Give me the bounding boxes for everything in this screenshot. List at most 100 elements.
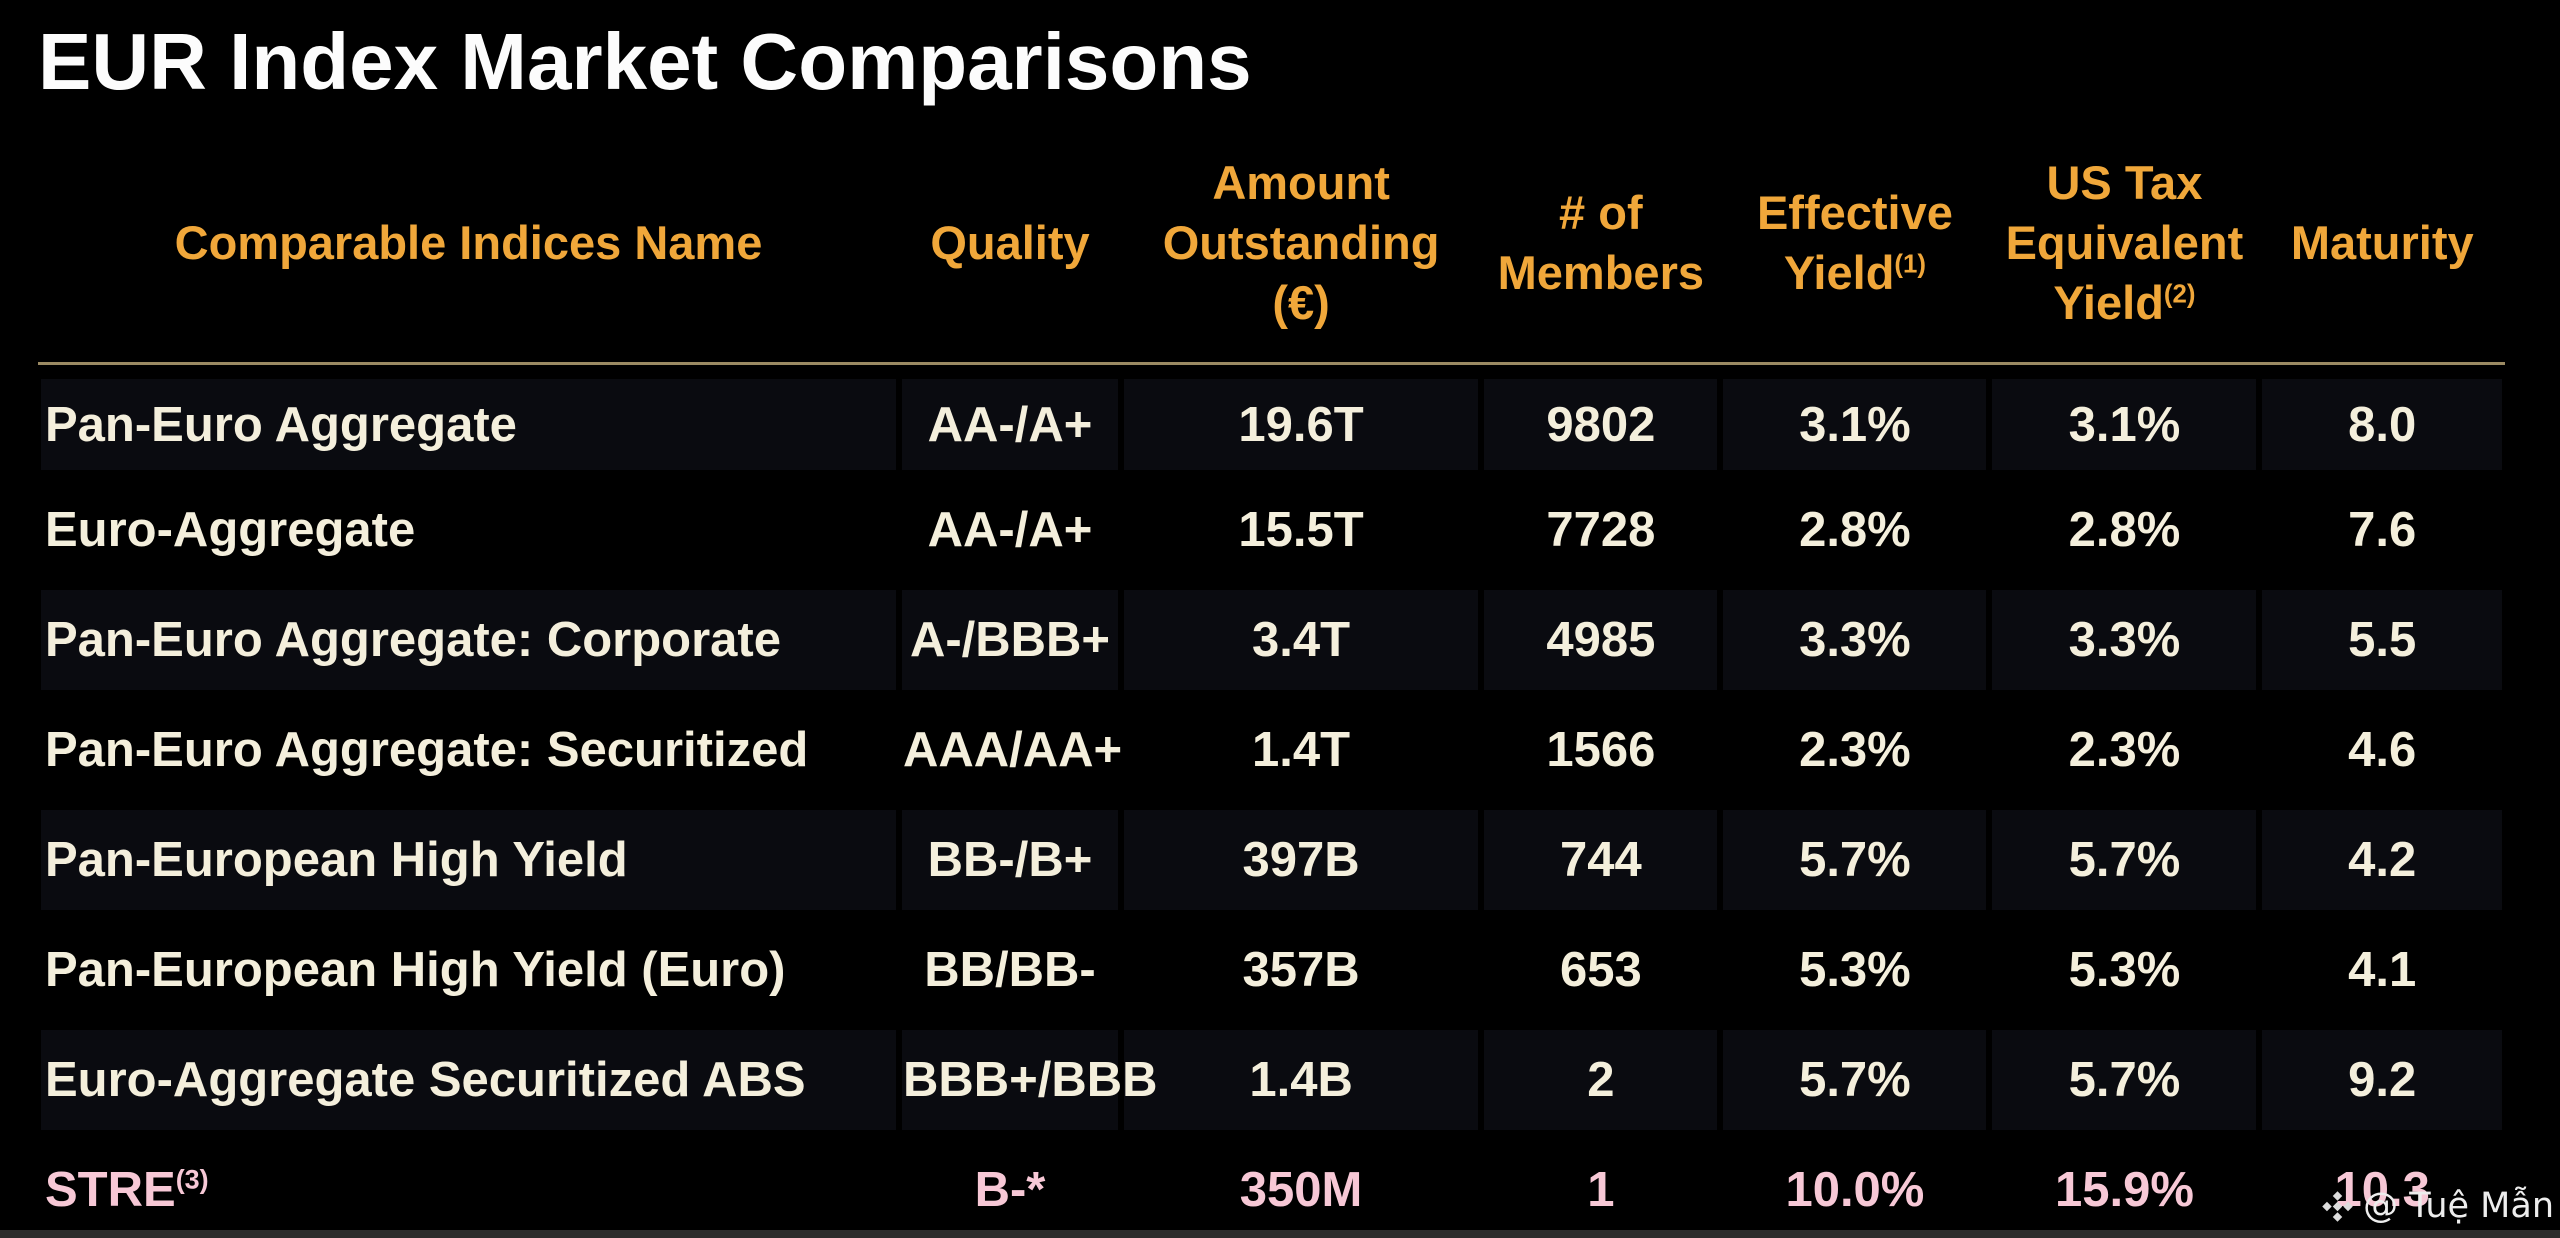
table-cell: BBB+/BBB: [898, 1025, 1158, 1135]
table-cell: Euro-Aggregate Securitized ABS: [38, 1025, 899, 1135]
header-row: Comparable Indices Name Quality Amount Out…: [38, 132, 2505, 365]
table-row: Euro-Aggregate AA-/A+ 15.5T 7728 2.8% 2.8% 7.6: [38, 475, 2505, 585]
column-header-label: Effective Yield: [1756, 186, 1953, 299]
cell-value: 2.3%: [2068, 723, 2181, 777]
table-cell: 5.3%: [1720, 915, 1990, 1025]
table-cell: 3.3%: [1720, 585, 1990, 695]
table-cell: 1566: [1481, 695, 1721, 805]
table-cell: STRE(3): [38, 1135, 899, 1238]
table-cell: 3.4T: [1121, 585, 1482, 695]
table-cell: 5.7%: [1720, 805, 1990, 915]
table-cell: 4.6: [2259, 695, 2505, 805]
cell-value: 1.4T: [1252, 723, 1351, 777]
column-header-name: Comparable Indices Name: [38, 132, 899, 365]
column-header-maturity: Maturity: [2259, 132, 2505, 365]
table-row: Pan-Euro Aggregate: Corporate A-/BBB+ 3.4T…: [38, 585, 2505, 695]
column-header-label: Quality: [930, 216, 1090, 270]
table-cell: Pan-Euro Aggregate: Corporate: [38, 585, 899, 695]
table-cell: 15.5T: [1121, 475, 1482, 585]
table-cell: 5.3%: [1989, 915, 2260, 1025]
cell-value: 653: [1559, 943, 1642, 997]
table-cell: 10.0%: [1720, 1135, 1990, 1238]
column-header-label: # of Members: [1497, 186, 1704, 299]
page-title: EUR Index Market Comparisons: [38, 17, 1252, 106]
table-cell: Pan-Euro Aggregate: Securitized: [38, 695, 899, 805]
table-cell: B-*: [898, 1135, 1121, 1238]
table-cell: AA-/A+: [898, 365, 1121, 475]
table-cell: 4.1: [2259, 915, 2505, 1025]
table-cell: AA-/A+: [898, 475, 1121, 585]
cell-value: 8.0: [2348, 397, 2417, 452]
table-cell: 2.3%: [1989, 695, 2260, 805]
table-cell: 1: [1481, 1135, 1721, 1238]
table-cell: 5.7%: [1989, 1025, 2260, 1135]
cell-value: 2.8%: [1799, 503, 1911, 557]
cell-value: Pan-Euro Aggregate: Corporate: [45, 613, 781, 667]
cell-value: 5.7%: [2068, 1053, 2181, 1107]
table-wrap: Comparable Indices Name Quality Amount Out…: [38, 132, 2505, 1238]
table-cell: 15.9%: [1989, 1135, 2260, 1238]
table-row: Pan-European High Yield (Euro) BB/BB- 357B…: [38, 915, 2505, 1025]
table-cell: 19.6T: [1121, 365, 1482, 475]
table-cell: 3.1%: [1989, 365, 2260, 475]
column-header-label: US Tax Equivalent Yield: [2005, 156, 2244, 329]
table-cell: 2.3%: [1720, 695, 1990, 805]
cell-value: 5.7%: [1799, 833, 1911, 887]
cell-value: 5.7%: [1799, 1053, 1911, 1107]
cell-value: 4.1: [2348, 943, 2417, 997]
cell-value: AA-/A+: [927, 503, 1093, 557]
table-cell: A-/BBB+: [898, 585, 1121, 695]
table-cell: 3.3%: [1989, 585, 2260, 695]
cell-value: 7.6: [2348, 503, 2417, 557]
table-cell: 2.8%: [1989, 475, 2260, 585]
table-row: STRE(3) B-* 350M 1 10.0% 15.9% 10.3: [38, 1135, 2505, 1238]
binance-diamond-icon: [2322, 1190, 2353, 1222]
cell-value: 9802: [1546, 397, 1656, 452]
cell-value: 5.7%: [2068, 833, 2181, 887]
cell-value: 10.0%: [1785, 1163, 1925, 1217]
table-cell: 3.1%: [1720, 365, 1990, 475]
watermark-handle: @ Tuệ Mẫn: [2363, 1186, 2554, 1226]
table-cell: 5.5: [2259, 585, 2505, 695]
table-cell: 2.8%: [1720, 475, 1990, 585]
cell-value: B-*: [974, 1163, 1046, 1217]
cell-value: Euro-Aggregate: [45, 503, 416, 557]
table-cell: 9802: [1481, 365, 1721, 475]
table-cell: 4.2: [2259, 805, 2505, 915]
column-header-label: Amount Outstanding (€): [1162, 156, 1440, 329]
table-cell: 744: [1481, 805, 1721, 915]
table-row: Pan-Euro Aggregate: Securitized AAA/AA+ 1.…: [38, 695, 2505, 805]
cell-value: 3.3%: [2068, 613, 2181, 667]
table-cell: 350M: [1121, 1135, 1482, 1238]
table-cell: 653: [1481, 915, 1721, 1025]
table-cell: 9.2: [2259, 1025, 2505, 1135]
cell-value: BB/BB-: [924, 943, 1096, 997]
table-cell: 5.7%: [1720, 1025, 1990, 1135]
cell-value: BBB+/BBB: [902, 1053, 1158, 1107]
cell-value: 2.3%: [1799, 723, 1911, 777]
table-cell: 5.7%: [1989, 805, 2260, 915]
table-row: Pan-European High Yield BB-/B+ 397B 744 5.7%…: [38, 805, 2505, 915]
table-row: Euro-Aggregate Securitized ABS BBB+/BBB 1.…: [38, 1025, 2505, 1135]
cell-value: Pan-Euro Aggregate: [45, 397, 517, 452]
cell-value: 5.3%: [1799, 943, 1911, 997]
table-cell: AAA/AA+: [898, 695, 1122, 805]
table-cell: BB/BB-: [898, 915, 1121, 1025]
cell-value: 9.2: [2348, 1053, 2417, 1107]
watermark: @ Tuệ Mẫn: [2321, 1186, 2554, 1226]
cell-value: 3.3%: [1799, 613, 1911, 667]
column-header-effective_yield: Effective Yield(1): [1720, 132, 1990, 365]
cell-value: 5.5: [2348, 613, 2417, 667]
column-header-label: Comparable Indices Name: [174, 216, 763, 270]
table-cell: 357B: [1121, 915, 1482, 1025]
cell-value: 3.1%: [1799, 397, 1911, 452]
cell-value: 4.6: [2348, 723, 2417, 777]
cell-value: 7728: [1546, 503, 1656, 557]
cell-value: 4985: [1546, 613, 1656, 667]
cell-value: 4.2: [2348, 833, 2417, 887]
cell-value: A-/BBB+: [909, 613, 1111, 667]
table-cell: 7728: [1481, 475, 1721, 585]
cell-value: AA-/A+: [927, 397, 1093, 452]
cell-value: 19.6T: [1238, 397, 1364, 452]
